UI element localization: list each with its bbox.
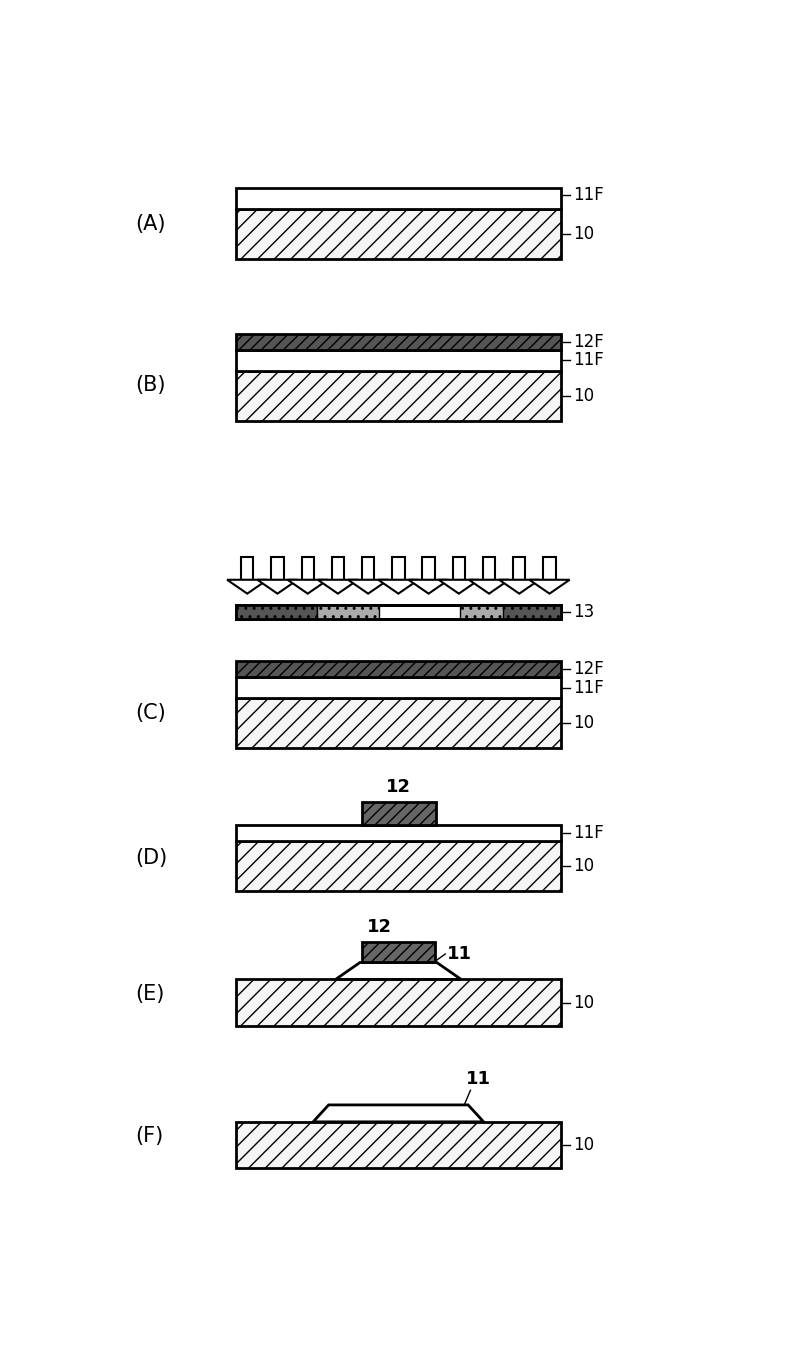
Polygon shape	[499, 579, 539, 593]
Polygon shape	[318, 579, 358, 593]
Polygon shape	[287, 579, 328, 593]
Text: 11: 11	[447, 945, 472, 963]
Bar	[317, 605, 379, 619]
Text: 10: 10	[573, 714, 594, 733]
Bar	[543, 556, 556, 579]
Text: (F): (F)	[135, 1126, 163, 1146]
Bar	[503, 605, 561, 619]
Polygon shape	[313, 1104, 484, 1122]
Bar	[236, 698, 561, 748]
Bar	[453, 556, 465, 579]
Text: (A): (A)	[135, 214, 166, 234]
Text: 10: 10	[573, 994, 594, 1012]
Bar	[236, 1122, 561, 1168]
Text: 12: 12	[366, 918, 391, 936]
Bar	[362, 942, 435, 963]
Text: 12F: 12F	[573, 660, 603, 679]
Bar	[236, 335, 561, 350]
Text: 12: 12	[386, 778, 411, 796]
Bar	[302, 556, 314, 579]
Polygon shape	[227, 579, 267, 593]
Bar	[241, 556, 254, 579]
Polygon shape	[348, 579, 388, 593]
Text: 11F: 11F	[573, 186, 603, 204]
Polygon shape	[438, 579, 479, 593]
Polygon shape	[469, 579, 509, 593]
Bar	[236, 371, 561, 422]
Bar	[236, 826, 561, 840]
Bar	[236, 209, 561, 260]
Bar	[332, 556, 344, 579]
Bar	[362, 556, 374, 579]
Bar	[236, 605, 561, 619]
Bar	[271, 556, 284, 579]
Text: 11F: 11F	[573, 679, 603, 696]
Bar	[422, 556, 435, 579]
Bar	[460, 605, 522, 619]
Text: 12F: 12F	[573, 333, 603, 351]
Bar	[236, 350, 561, 371]
Bar	[236, 979, 561, 1025]
Polygon shape	[378, 579, 418, 593]
Polygon shape	[530, 579, 570, 593]
Bar	[236, 661, 561, 677]
Bar	[236, 605, 561, 619]
Bar	[236, 188, 561, 209]
Polygon shape	[336, 963, 461, 979]
Text: (E): (E)	[135, 985, 164, 1004]
Bar	[236, 605, 317, 619]
Text: 10: 10	[573, 857, 594, 874]
Text: 10: 10	[573, 1136, 594, 1153]
Bar	[483, 556, 495, 579]
Bar	[392, 556, 405, 579]
Text: 11: 11	[466, 1070, 490, 1088]
Bar	[236, 677, 561, 698]
Text: 13: 13	[573, 602, 594, 622]
Text: (B): (B)	[135, 375, 166, 396]
Bar	[513, 556, 526, 579]
Text: 10: 10	[573, 388, 594, 405]
Text: 11F: 11F	[573, 351, 603, 370]
Text: 10: 10	[573, 226, 594, 243]
Polygon shape	[258, 579, 298, 593]
Text: 11F: 11F	[573, 824, 603, 842]
Bar	[236, 840, 561, 891]
Polygon shape	[409, 579, 449, 593]
Text: (D): (D)	[135, 849, 167, 868]
Text: (C): (C)	[135, 703, 166, 722]
Bar	[362, 802, 435, 826]
